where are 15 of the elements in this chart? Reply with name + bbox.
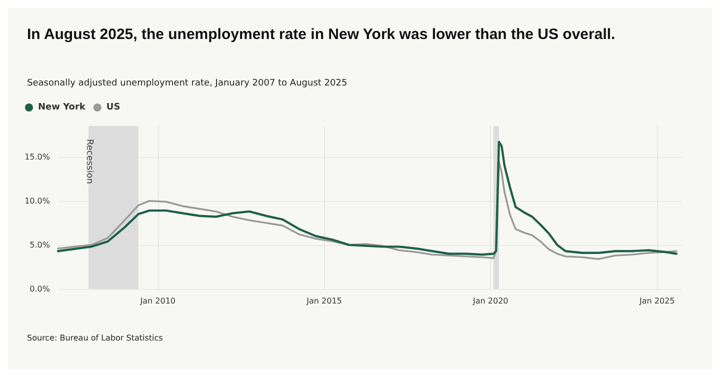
- legend-label: New York: [38, 102, 86, 112]
- x-tick-label: Jan 2020: [472, 296, 508, 306]
- source-note: Source: Bureau of Labor Statistics: [27, 334, 163, 342]
- x-tick-label: Jan 2015: [306, 296, 342, 306]
- x-tick-label: Jan 2010: [139, 296, 176, 306]
- band-label: Recession: [84, 139, 94, 184]
- y-tick-label: 15.0%: [24, 152, 50, 162]
- chart-subtitle: Seasonally adjusted unemployment rate, January 2007 to August 2025: [27, 78, 348, 88]
- x-tick-label: Jan 2025: [638, 296, 675, 306]
- chart-title: In August 2025, the unemployment rate in New York was lower than the US overall.: [27, 26, 616, 43]
- y-tick-label: 0.0%: [30, 284, 50, 294]
- y-tick-label: 5.0%: [30, 240, 50, 250]
- y-tick-label: 10.0%: [24, 196, 50, 206]
- legend-label: US: [106, 102, 120, 112]
- line-series: [56, 140, 678, 256]
